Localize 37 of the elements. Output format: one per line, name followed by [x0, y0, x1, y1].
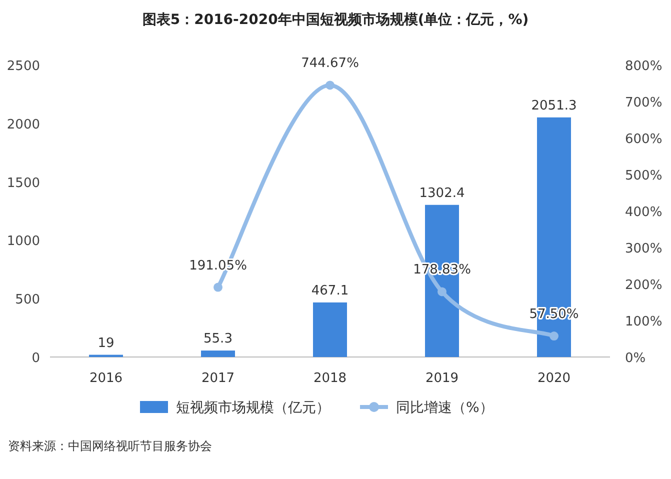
x-tick-label: 2020	[537, 371, 571, 386]
text: 资料来源：中国网络视听节目服务协会	[8, 439, 212, 453]
y2-tick-label: 800%	[625, 59, 662, 74]
y2-tick-label: 500%	[625, 168, 662, 184]
bar	[201, 350, 235, 357]
data-label: 19	[98, 336, 114, 351]
y-tick-label: 2500	[6, 59, 40, 74]
y-tick-label: 2000	[6, 117, 40, 132]
y2-tick-label: 400%	[625, 205, 662, 220]
y2-tick-label: 200%	[625, 278, 662, 293]
y-tick-label: 1000	[6, 234, 40, 250]
y2-tick-label: 300%	[625, 242, 662, 256]
y2-tick-label: 0%	[625, 351, 646, 366]
y-tick-label: 500	[15, 292, 40, 308]
data-label: 191.05%	[189, 258, 247, 274]
x-tick-label: 2017	[201, 371, 235, 386]
bar	[313, 302, 347, 357]
legend-label: 同比增速（%）	[396, 400, 494, 416]
y2-tick-label: 100%	[625, 314, 662, 330]
y-tick-label: 1500	[6, 176, 40, 191]
y2-tick-label: 700%	[625, 96, 662, 110]
point	[326, 80, 334, 90]
chart-title: 图表5：2016-2020年中国短视频市场规模(单位：亿元，%)	[142, 11, 529, 28]
data-label: 744.67%	[301, 56, 359, 72]
data-label: 55.3	[204, 332, 232, 347]
x-tick-label: 2016	[89, 371, 123, 386]
point	[550, 332, 558, 341]
y2-tick-label: 600%	[625, 132, 662, 147]
legend-label: 短视频市场规模（亿元）	[176, 400, 330, 416]
x-tick-label: 2019	[425, 371, 459, 386]
data-label: 1302.4	[419, 186, 465, 201]
data-label: 2051.3	[531, 98, 577, 114]
point	[438, 287, 446, 296]
data-label: 467.1	[311, 283, 349, 298]
y-tick-label: 0	[32, 351, 40, 366]
point	[214, 282, 222, 292]
x-tick-label: 2018	[313, 371, 347, 386]
